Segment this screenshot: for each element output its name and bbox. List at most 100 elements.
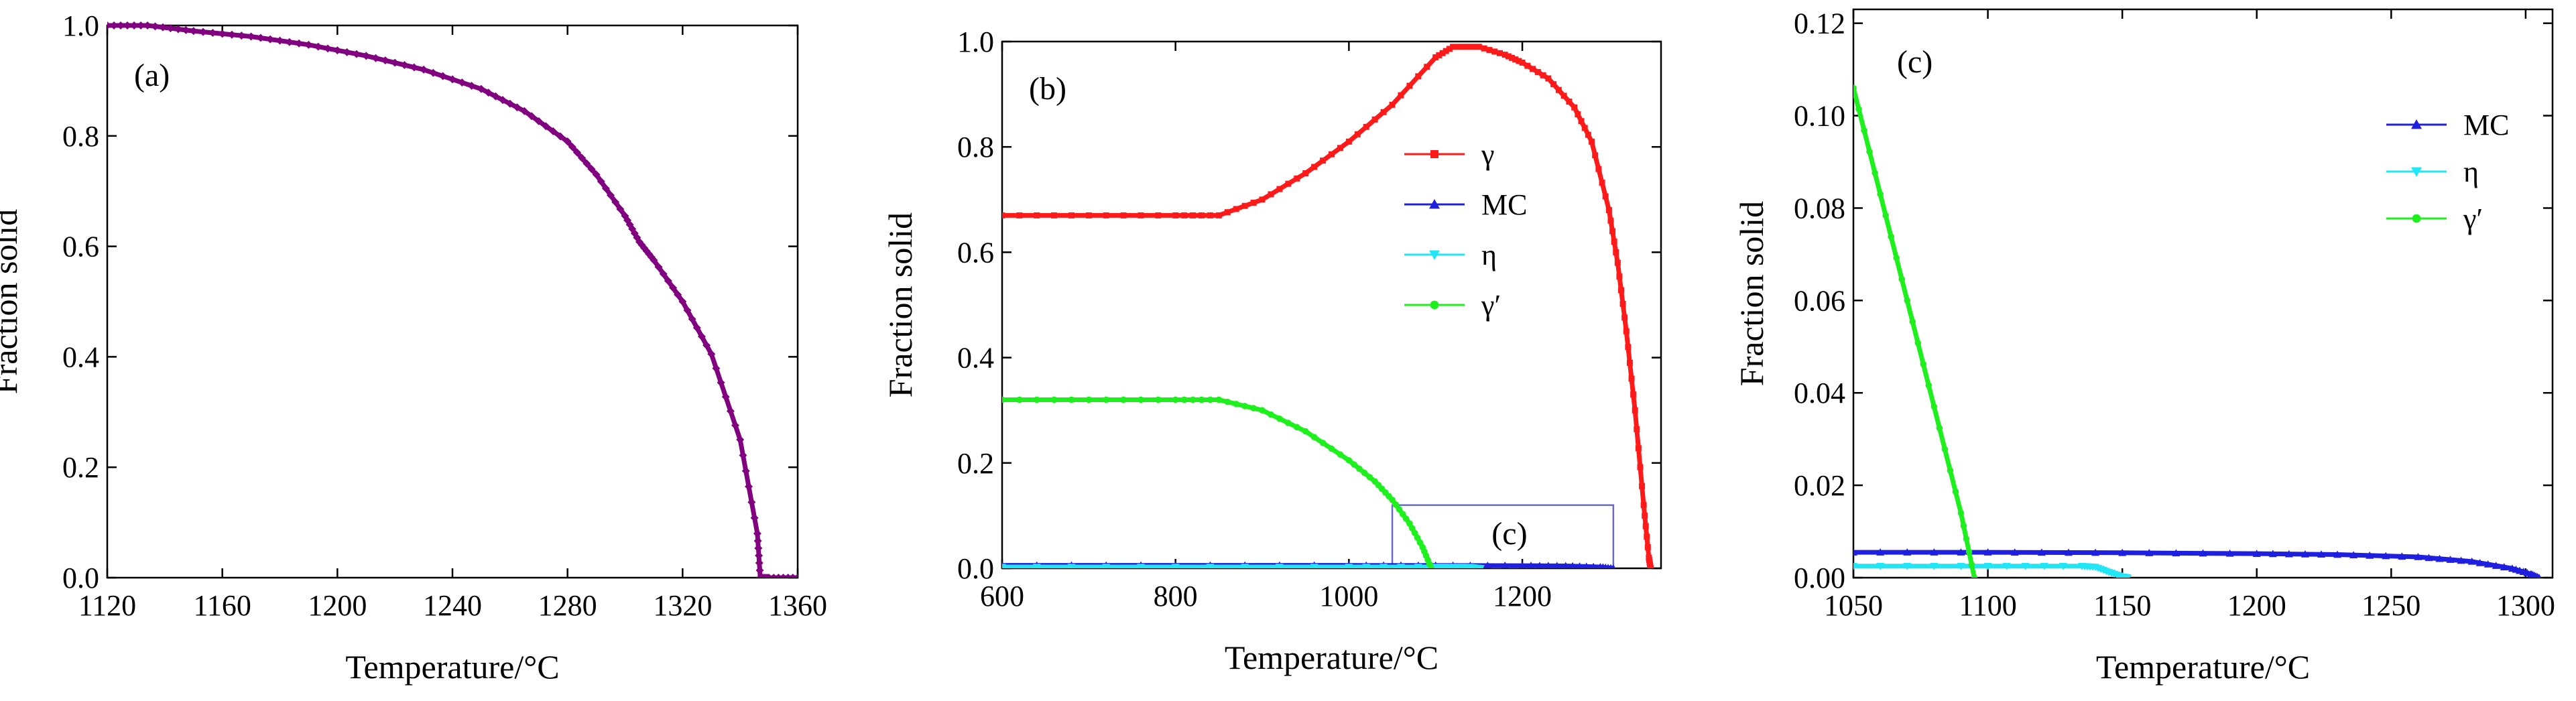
series-point-gamma <box>1259 196 1266 203</box>
series-point-fraction-solid <box>534 117 543 125</box>
y-tick-label: 0.2 <box>62 451 99 484</box>
series-point-gamma <box>1626 359 1633 366</box>
series-point-gamma-prime <box>1366 474 1373 481</box>
series-point-fraction-solid <box>549 127 558 135</box>
series-point-gamma <box>1465 44 1472 50</box>
series-point-mc <box>1930 548 1939 556</box>
series-point-gamma <box>1613 249 1619 255</box>
series-point-eta <box>1067 564 1076 568</box>
series-point-eta <box>1476 565 1485 568</box>
series-point-eta <box>1876 562 1885 570</box>
series-point-gamma <box>1371 116 1378 123</box>
series-point-mc <box>1518 562 1526 568</box>
series-point-gamma-prime <box>1361 469 1368 476</box>
series-point-gamma-prime <box>1337 451 1344 458</box>
series-point-gamma <box>1439 50 1446 56</box>
series-point-gamma-prime <box>1957 509 1965 517</box>
series-point-gamma <box>1354 131 1361 137</box>
series-point-gamma <box>1345 138 1352 145</box>
series-point-gamma <box>1540 72 1546 78</box>
series-point-gamma <box>1268 191 1274 198</box>
series-point-mc <box>2333 550 2342 558</box>
series-point-fraction-solid <box>505 99 514 108</box>
series-point-gamma <box>1644 533 1650 540</box>
series-point-gamma-prime <box>1402 515 1410 522</box>
series-point-mc <box>2435 554 2444 562</box>
series-point-gamma <box>1486 47 1493 54</box>
series-point-gamma <box>1595 166 1602 172</box>
series-point-gamma-prime <box>1241 403 1248 409</box>
series-point-eta <box>1310 564 1318 568</box>
series-point-gamma <box>1647 565 1654 568</box>
series-point-gamma <box>1337 145 1343 151</box>
series-point-gamma-prime <box>1103 396 1110 403</box>
plot-frame <box>106 24 799 579</box>
series-point-gamma <box>1602 193 1609 200</box>
series-point-gamma-prime <box>1936 424 1943 432</box>
series-point-gamma <box>1389 101 1396 108</box>
series-point-fraction-solid <box>601 184 610 193</box>
series-point-mc <box>2091 548 2100 556</box>
series-point-fraction-solid <box>556 132 564 141</box>
series-point-gamma <box>1642 523 1649 529</box>
series-point-gamma-prime <box>1389 497 1396 503</box>
series-point-eta <box>1241 564 1249 568</box>
series-point-gamma <box>1642 512 1648 519</box>
series-point-gamma-prime <box>1392 501 1400 508</box>
series-point-gamma-prime <box>1414 534 1421 541</box>
series-point-mc <box>2492 562 2500 569</box>
series-point-gamma <box>1241 202 1248 209</box>
y-tick-label: 0.6 <box>62 231 99 263</box>
chart-panel-b: 600 800 1000 1200 0.0 0.2 0.4 0.6 0.8 1.0 Temperat… <box>881 25 1662 676</box>
x-tick-label: 1000 <box>1319 580 1378 613</box>
y-tick-label: 0.0 <box>62 562 99 594</box>
x-tick-label: 1050 <box>1824 589 1883 622</box>
series-point-gamma <box>1545 75 1552 82</box>
x-tick-label: 800 <box>1154 580 1198 613</box>
series-point-mc <box>2118 548 2127 556</box>
series-point-mc <box>1544 562 1552 568</box>
series-point-fraction-solid <box>513 103 522 112</box>
series-point-fraction-solid <box>420 65 428 74</box>
series-point-fraction-solid <box>753 529 761 538</box>
series-point-eta <box>1903 562 1912 570</box>
series-point-gamma-prime <box>1855 106 1862 113</box>
series-point-fraction-solid <box>697 332 706 341</box>
series-point-eta <box>1451 564 1460 568</box>
x-tick-label: 1250 <box>2362 589 2420 622</box>
series-point-fraction-solid <box>362 52 371 60</box>
series-point-gamma-prime <box>1085 396 1093 403</box>
legend-label-gamma-prime: γ′ <box>2463 202 2483 235</box>
series-point-fraction-solid <box>664 277 672 285</box>
series-point-eta <box>1136 564 1145 568</box>
series-point-mc <box>1903 548 1912 556</box>
series-point-fraction-solid <box>333 46 342 55</box>
series-point-gamma-prime <box>1930 403 1938 410</box>
series-point-gamma-prime <box>1356 465 1363 472</box>
series-point-mc <box>2475 558 2484 566</box>
series-point-fraction-solid <box>491 92 500 101</box>
plot-area <box>1002 44 1654 568</box>
x-tick-label: 1280 <box>538 589 597 622</box>
series-point-gamma <box>1571 104 1578 111</box>
series-point-fraction-solid <box>520 107 529 115</box>
series-point-gamma-prime <box>1960 522 1967 529</box>
plot-area <box>107 21 798 578</box>
series-point-fraction-solid <box>739 451 747 460</box>
legend-label-eta: η <box>2463 155 2479 188</box>
series-point-gamma <box>1524 62 1531 69</box>
series-point-gamma-prime <box>1866 148 1873 155</box>
series-point-mc <box>2199 549 2207 557</box>
series-point-gamma-prime <box>1068 396 1075 403</box>
series-point-eta <box>1414 564 1422 568</box>
series-point-gamma <box>1215 212 1222 218</box>
series-point-gamma-prime <box>1872 170 1878 176</box>
series-point-gamma <box>1501 52 1508 58</box>
x-tick-label: 1100 <box>1959 589 2016 622</box>
series-point-gamma-prime <box>1002 396 1005 403</box>
series-point-mc <box>1553 562 1561 568</box>
series-point-eta <box>2059 562 2067 570</box>
series-point-eta <box>1458 564 1467 568</box>
series-point-eta <box>1983 562 1992 570</box>
series-point-gamma <box>1051 212 1058 218</box>
